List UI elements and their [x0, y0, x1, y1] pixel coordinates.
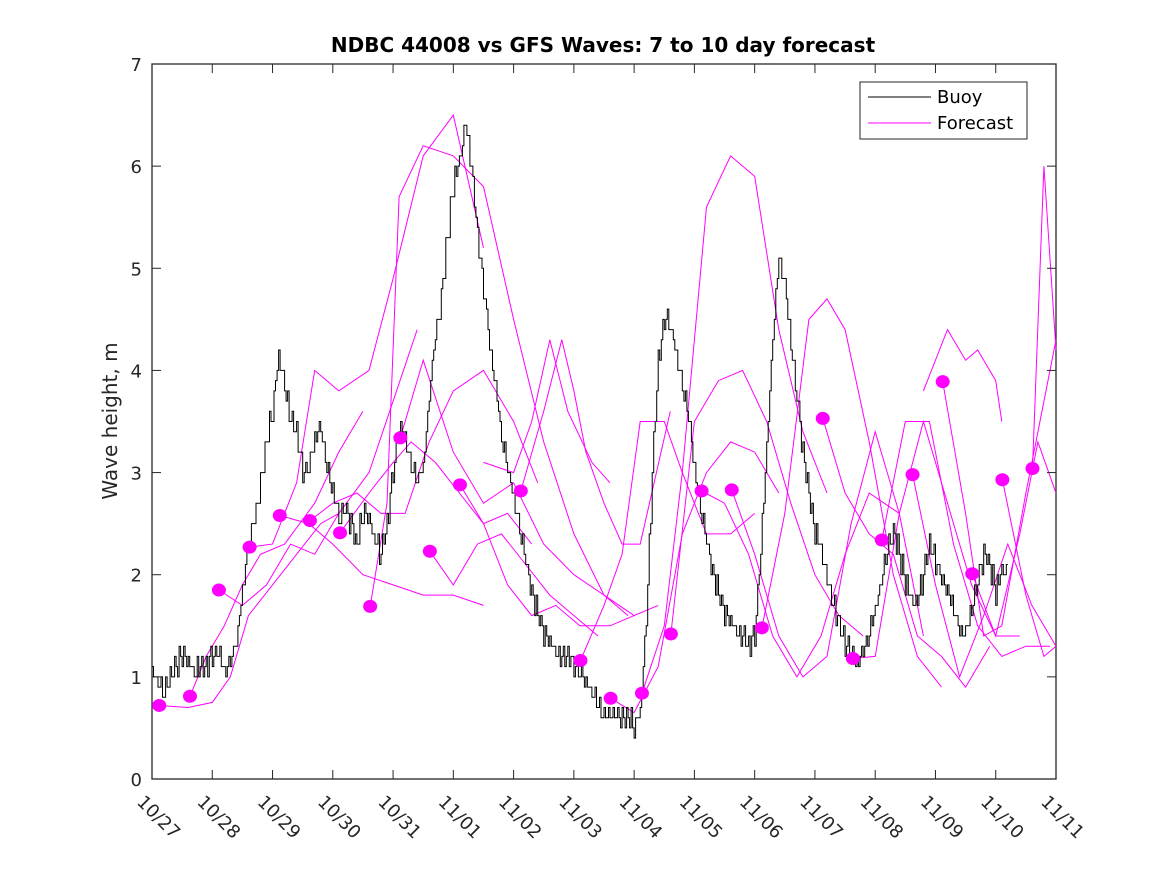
forecast-run-line	[429, 533, 599, 637]
y-axis: 0 1 2 3 4 5 6 7	[131, 55, 1056, 791]
forecast-run-line	[701, 490, 900, 678]
chart-title: NDBC 44008 vs GFS Waves: 7 to 10 day for…	[331, 33, 876, 57]
y-axis-label: Wave height, m	[98, 342, 122, 499]
forecast-start-dot	[694, 484, 709, 498]
forecast-run-line	[610, 441, 780, 714]
forecast-run-line	[399, 358, 629, 616]
y-tick-label: 3	[131, 464, 142, 485]
legend: Buoy Forecast	[859, 81, 1028, 140]
forecast-run-line	[369, 145, 635, 617]
forecast-run-line	[922, 328, 1003, 422]
forecast-run-line	[279, 515, 484, 606]
forecast-start-dot	[603, 691, 618, 705]
forecast-start-dot	[452, 478, 467, 492]
forecast-start-dot	[272, 508, 287, 522]
y-tick-label: 0	[131, 770, 142, 791]
forecast-run-line	[761, 298, 942, 688]
buoy-line	[152, 124, 1008, 739]
forecast-start-dot	[393, 431, 408, 445]
forecast-start-dot	[363, 599, 378, 613]
forecast-run-line	[881, 421, 1050, 658]
forecast-run-line	[580, 421, 756, 661]
forecast-start-dot	[815, 411, 830, 425]
forecast-start-dot	[935, 375, 950, 389]
forecast-start-dot	[845, 651, 860, 665]
forecast-start-dot	[905, 468, 920, 482]
forecast-run-line	[309, 369, 539, 521]
forecast-run-line	[912, 474, 1057, 679]
y-tick-label: 2	[131, 566, 142, 587]
y-tick-label: 6	[131, 157, 142, 178]
forecast-start-dot	[152, 698, 167, 712]
forecast-run-line	[483, 339, 611, 484]
forecast-run-line	[159, 512, 340, 709]
forecast-start-dot	[634, 686, 649, 700]
forecast-start-dot	[754, 621, 769, 635]
y-tick-label: 4	[131, 361, 142, 382]
forecast-start-dot	[874, 533, 889, 547]
forecast-lines	[159, 113, 1057, 714]
forecast-start-dot	[182, 689, 197, 703]
forecast-start-dot	[663, 627, 678, 641]
forecast-run-line	[971, 440, 1057, 638]
forecast-run-line	[218, 329, 418, 607]
forecast-start-dot	[242, 540, 257, 554]
forecast-dots	[152, 375, 1040, 712]
forecast-run-line	[520, 339, 671, 545]
forecast-start-dot	[513, 484, 528, 498]
forecast-run-line	[1001, 479, 1057, 658]
forecast-run-line	[1032, 166, 1057, 469]
buoy-series-line	[152, 124, 1008, 739]
forecast-start-dot	[302, 514, 317, 528]
forecast-start-dot	[965, 567, 980, 581]
forecast-run-line	[459, 484, 659, 627]
plot-area	[151, 63, 1057, 780]
legend-label-buoy: Buoy	[937, 87, 983, 108]
forecast-run-line	[731, 429, 924, 678]
forecast-start-dot	[724, 483, 739, 497]
legend-label-forecast: Forecast	[937, 113, 1013, 134]
forecast-run-line	[852, 419, 1020, 659]
y-tick-label: 5	[131, 259, 142, 280]
y-tick-label: 7	[131, 55, 142, 76]
forecast-start-dot	[422, 544, 437, 558]
forecast-start-dot	[333, 526, 348, 540]
forecast-start-dot	[995, 473, 1010, 487]
y-tick-label: 1	[131, 668, 142, 689]
legend-box	[859, 81, 1028, 140]
forecast-run-line	[339, 441, 533, 545]
forecast-run-line	[641, 155, 828, 694]
forecast-start-dot	[211, 583, 226, 597]
forecast-start-dot	[1025, 461, 1040, 475]
forecast-start-dot	[573, 654, 588, 668]
